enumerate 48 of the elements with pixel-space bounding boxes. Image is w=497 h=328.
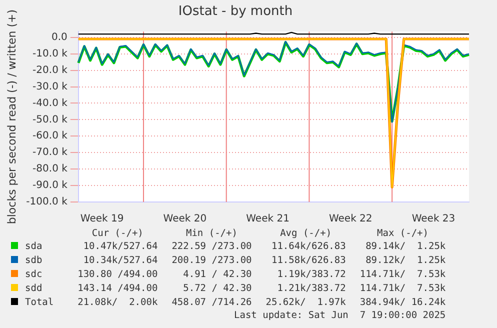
text: 4.91 / 42.30 <box>182 268 252 282</box>
text: Max (-/+) <box>376 228 430 240</box>
text: 1.21k/383.72 <box>276 282 346 296</box>
text: Min (-/+) <box>184 228 238 240</box>
text: 89.14k/ 1.25k <box>364 240 446 254</box>
text: 1.19k/383.72 <box>276 268 346 282</box>
text: 143.14 /494.00 <box>76 282 158 296</box>
legend-label: sdb <box>24 254 44 268</box>
text: 89.12k/ 1.25k <box>364 254 446 268</box>
x-tick-label: Week 19 <box>80 214 124 225</box>
text: 11.64k/626.83 <box>270 240 346 254</box>
text: Last update: Sat Jun 7 19:00:00 2025 <box>233 310 446 322</box>
chart-title: IOstat - by month <box>178 4 293 20</box>
text: 200.19 /273.00 <box>170 254 252 268</box>
y-tick-label: -90.0 k <box>32 180 68 192</box>
y-tick-label: -40.0 k <box>32 98 68 109</box>
text: Cur (-/+) <box>90 228 144 240</box>
y-tick-label: 0.0 <box>52 32 68 43</box>
y-tick-label: -10.0 k <box>32 48 68 60</box>
text: 130.80 /494.00 <box>76 268 158 282</box>
text: 458.07 /714.26 <box>170 296 252 310</box>
y-tick-label: -100.0 k <box>26 196 68 208</box>
legend-label: Total <box>24 296 55 310</box>
text: 11.58k/626.83 <box>270 254 346 268</box>
text: 10.34k/527.64 <box>82 254 158 268</box>
text: 5.72 / 42.30 <box>182 282 252 296</box>
text: 25.62k/ 1.97k <box>264 296 346 310</box>
y-axis-title: blocks per second read (-) / written (+) <box>5 9 18 224</box>
y-tick-label: -60.0 k <box>32 130 68 142</box>
x-tick-label: Week 22 <box>328 214 372 225</box>
y-tick-label: -30.0 k <box>32 81 68 92</box>
y-tick-label: -70.0 k <box>32 147 68 158</box>
y-tick-label: -50.0 k <box>32 114 68 126</box>
text: 114.71k/ 7.53k <box>358 268 446 282</box>
legend-label: sdd <box>24 282 44 296</box>
text: 10.47k/527.64 <box>82 240 158 254</box>
x-tick-label: Week 21 <box>246 214 290 225</box>
text: Avg (-/+) <box>279 228 333 240</box>
text: 222.59 /273.00 <box>170 240 252 254</box>
text: 114.71k/ 7.53k <box>358 282 446 296</box>
x-tick-label: Week 23 <box>412 214 456 225</box>
x-tick-label: Week 20 <box>163 214 207 225</box>
text: 21.08k/ 2.00k <box>76 296 158 310</box>
text: 384.94k/ 16.24k <box>358 296 446 310</box>
legend-label: sda <box>24 240 44 254</box>
y-tick-label: -80.0 k <box>32 164 68 175</box>
legend-label: sdc <box>24 268 44 282</box>
y-tick-label: -20.0 k <box>32 64 68 76</box>
